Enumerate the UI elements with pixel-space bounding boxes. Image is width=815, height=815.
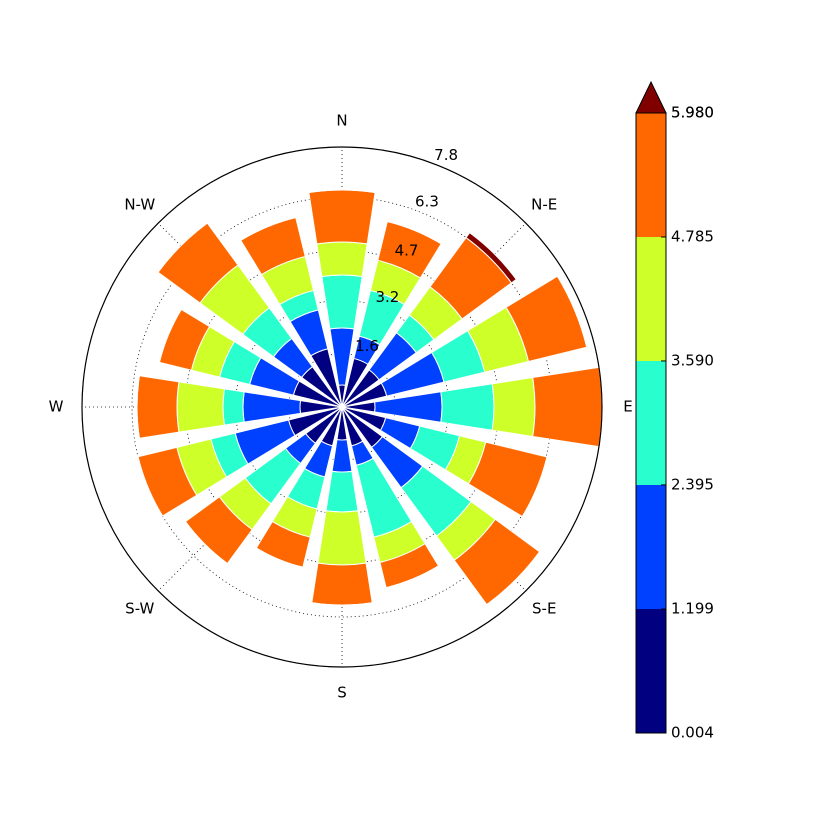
colorbar-tick-label: 1.199 [671,600,714,618]
direction-label: N-W [124,195,155,213]
bar-segment [185,521,228,564]
direction-label: N-E [531,195,557,213]
bar-segment [521,456,548,517]
colorbar-frame [635,112,667,734]
direction-label: S [337,684,347,702]
bar-segment [325,470,359,513]
colorbar-bin [636,361,666,485]
bar-segment [532,366,603,448]
bar-segment [311,562,373,606]
colorbar-tick-label: 4.785 [671,227,714,245]
r-tick-label: 7.8 [434,146,458,164]
bar-segment [386,565,439,589]
direction-label: E [623,398,632,416]
colorbar-tick-label: 3.590 [671,351,714,369]
direction-label: S-E [532,600,556,618]
bar-segment [317,510,367,566]
colorbar-tick-label: 5.980 [671,104,714,122]
bar-segment [308,189,376,194]
bar-segment [136,375,180,439]
r-tick-label: 6.3 [415,192,439,210]
bar-segment [465,232,517,284]
colorbar-tick-label: 2.395 [671,475,714,493]
radial-grid-line [341,222,527,408]
colorbar-tick-label: 5.980 [671,104,714,122]
bar-segment [316,241,368,278]
colorbar-bin [636,485,666,609]
colorbar-bin [636,113,666,237]
colorbar-bin [636,609,666,733]
direction-label: N [336,112,347,130]
colorbar-bin [636,237,666,361]
bar-segment [486,551,541,606]
bar-segment [491,376,536,438]
direction-label: S-W [125,600,154,618]
bar-segment [308,189,376,245]
bar-segment [440,383,495,431]
bar-segment [158,309,182,363]
bar-segment [176,381,225,433]
r-tick-label: 4.7 [395,242,419,260]
direction-label: W [49,398,64,416]
radial-grid-line [157,406,343,592]
polar-frame [81,146,603,668]
bar-segment [256,547,303,568]
bar-segment [222,388,245,426]
bar-segment [556,275,588,348]
r-tick-label: 3.2 [375,288,399,306]
r-tick-label: 1.6 [355,337,379,355]
colorbar-tick-label: 0.004 [671,724,714,742]
